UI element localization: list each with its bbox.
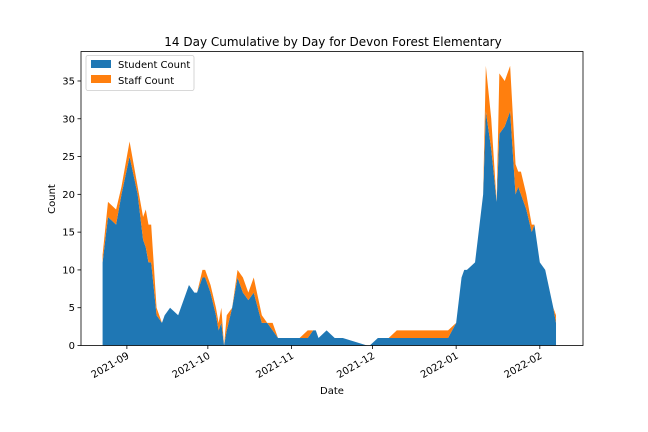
y-tick-label: 30: [62, 114, 75, 125]
area-staff-count: [102, 65, 557, 346]
x-axis-label: Date: [320, 386, 344, 397]
y-tick-label: 25: [62, 152, 75, 163]
y-tick-label: 20: [62, 190, 75, 201]
x-tick-label: 2021-09: [90, 351, 132, 381]
x-tick-label: 2021-11: [254, 351, 296, 381]
chart-title: 14 Day Cumulative by Day for Devon Fores…: [164, 35, 501, 49]
plot-frame: [80, 51, 584, 346]
legend-label-student: Student Count: [118, 60, 190, 71]
legend: Student Count Staff Count: [85, 55, 195, 91]
y-tick-label: 35: [62, 76, 75, 87]
legend-box: [85, 55, 195, 91]
plot-areas: [102, 65, 557, 346]
y-axis: 0 5 10 15 20 25 30 35: [62, 76, 81, 352]
y-tick-label: 0: [69, 341, 75, 352]
y-tick-label: 10: [62, 265, 75, 276]
x-axis: 2021-09 2021-10 2021-11 2021-12 2022-01 2022-…: [90, 345, 545, 381]
y-tick-label: 15: [62, 228, 75, 239]
y-tick-label: 5: [69, 303, 75, 314]
legend-swatch-student: [91, 60, 111, 68]
x-tick-label: 2021-12: [335, 351, 377, 381]
legend-swatch-staff: [91, 75, 111, 83]
legend-label-staff: Staff Count: [118, 76, 174, 87]
x-tick-label: 2022-02: [503, 351, 545, 381]
x-tick-label: 2021-10: [171, 351, 213, 381]
y-axis-label: Count: [47, 184, 58, 214]
area-student-count: [102, 111, 557, 346]
x-tick-label: 2022-01: [419, 351, 461, 381]
